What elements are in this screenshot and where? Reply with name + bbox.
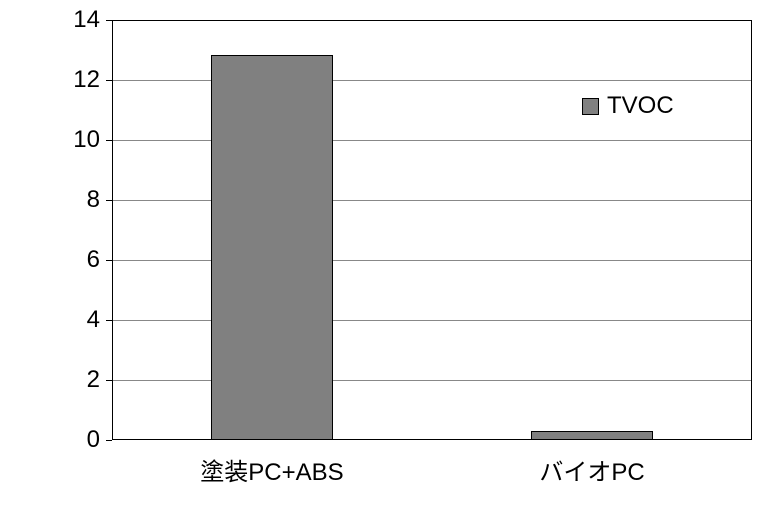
x-tick-label: バイオPC bbox=[432, 452, 752, 487]
grid-line bbox=[112, 260, 752, 261]
y-tick-mark bbox=[106, 200, 112, 201]
y-tick-label: 8 bbox=[0, 186, 100, 214]
y-tick-label: 0 bbox=[0, 426, 100, 454]
y-tick-label: 10 bbox=[0, 126, 100, 154]
plot-area bbox=[112, 20, 752, 440]
legend-label: TVOC bbox=[607, 92, 674, 120]
y-tick-mark bbox=[106, 440, 112, 441]
y-tick-label: 12 bbox=[0, 66, 100, 94]
y-tick-mark bbox=[106, 260, 112, 261]
x-tick-label: 塗装PC+ABS bbox=[112, 452, 432, 487]
voc-bar-chart: VOC発生量(μg/100cm2) TVOC 02468101214塗装PC+A… bbox=[0, 0, 773, 515]
grid-line bbox=[112, 320, 752, 321]
y-tick-mark bbox=[106, 80, 112, 81]
bar bbox=[531, 431, 653, 440]
y-tick-mark bbox=[106, 320, 112, 321]
grid-line bbox=[112, 140, 752, 141]
y-tick-label: 4 bbox=[0, 306, 100, 334]
y-tick-label: 2 bbox=[0, 366, 100, 394]
bar bbox=[211, 55, 333, 441]
legend: TVOC bbox=[582, 92, 674, 120]
y-tick-label: 6 bbox=[0, 246, 100, 274]
y-tick-mark bbox=[106, 140, 112, 141]
plot-border bbox=[112, 20, 752, 440]
grid-line bbox=[112, 200, 752, 201]
grid-line bbox=[112, 380, 752, 381]
legend-swatch bbox=[582, 98, 599, 115]
grid-line bbox=[112, 80, 752, 81]
y-tick-mark bbox=[106, 20, 112, 21]
y-tick-label: 14 bbox=[0, 6, 100, 34]
y-tick-mark bbox=[106, 380, 112, 381]
